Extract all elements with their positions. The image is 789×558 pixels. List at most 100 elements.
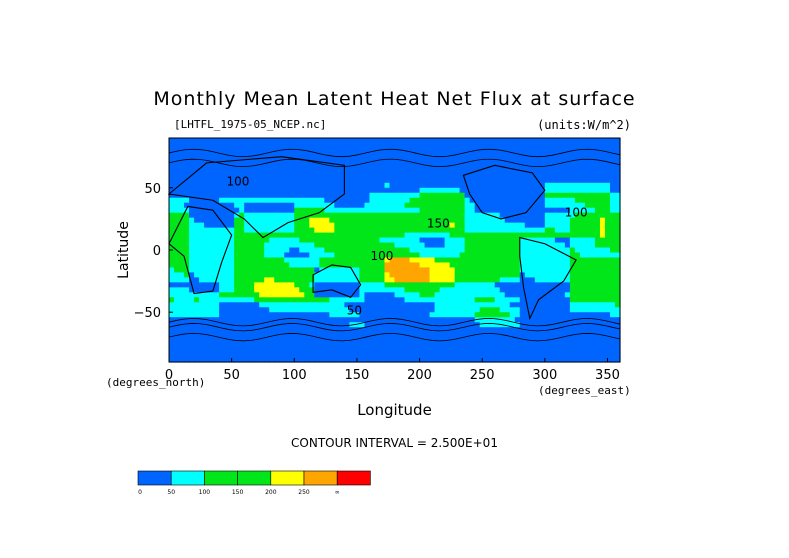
heat-cell bbox=[584, 357, 591, 363]
heat-cell bbox=[289, 162, 295, 169]
heat-cell bbox=[294, 282, 300, 288]
heat-cell bbox=[199, 332, 205, 338]
heat-cell bbox=[229, 352, 235, 358]
heat-cell bbox=[259, 138, 265, 144]
heat-cell bbox=[374, 312, 381, 318]
heat-cell bbox=[599, 172, 606, 179]
heat-cell bbox=[339, 167, 345, 174]
heat-cell bbox=[354, 172, 361, 179]
heat-cell bbox=[269, 247, 275, 254]
heat-cell bbox=[244, 192, 250, 199]
heat-cell bbox=[224, 252, 230, 259]
heat-cell bbox=[334, 242, 340, 249]
heat-cell bbox=[469, 287, 476, 293]
heat-cell bbox=[454, 282, 461, 288]
heat-cell bbox=[324, 307, 330, 313]
heat-cell bbox=[524, 287, 531, 293]
heat-cell bbox=[514, 142, 521, 149]
heat-cell bbox=[309, 217, 315, 224]
heat-cell bbox=[389, 317, 396, 323]
heat-cell bbox=[539, 217, 546, 224]
heat-cell bbox=[184, 162, 190, 169]
heat-cell bbox=[309, 167, 315, 174]
heat-cell bbox=[349, 197, 356, 204]
heat-cell bbox=[459, 327, 466, 333]
heat-cell bbox=[254, 157, 260, 164]
heat-cell bbox=[594, 187, 601, 194]
heat-cell bbox=[189, 317, 195, 323]
heat-cell bbox=[174, 347, 180, 353]
heat-cell bbox=[489, 297, 496, 303]
heat-cell bbox=[419, 162, 426, 169]
heat-cell bbox=[459, 352, 466, 358]
heat-cell bbox=[574, 162, 581, 169]
heat-cell bbox=[509, 352, 516, 358]
heat-cell bbox=[259, 322, 265, 328]
heat-cell bbox=[279, 172, 285, 179]
heat-cell bbox=[219, 138, 225, 144]
heat-cell bbox=[539, 242, 546, 249]
heat-cell bbox=[524, 237, 531, 244]
heat-cell bbox=[374, 287, 381, 293]
heat-cell bbox=[469, 138, 476, 144]
heat-cell bbox=[284, 282, 290, 288]
heat-cell bbox=[434, 282, 441, 288]
heat-cell bbox=[544, 217, 551, 224]
heat-cell bbox=[274, 337, 280, 343]
heat-cell bbox=[589, 317, 596, 323]
heat-cell bbox=[199, 162, 205, 169]
heat-cell bbox=[564, 177, 571, 184]
heat-cell bbox=[259, 222, 265, 229]
heat-cell bbox=[589, 242, 596, 249]
heat-cell bbox=[374, 232, 381, 239]
heat-cell bbox=[374, 162, 381, 169]
heat-cell bbox=[444, 352, 451, 358]
heat-cell bbox=[594, 337, 601, 343]
heat-cell bbox=[319, 277, 325, 283]
heat-cell bbox=[234, 162, 240, 169]
heat-cell bbox=[439, 197, 446, 204]
heat-cell bbox=[389, 232, 396, 239]
heat-cell bbox=[174, 147, 180, 154]
heat-cell bbox=[244, 162, 250, 169]
heat-cell bbox=[494, 202, 501, 209]
heat-cell bbox=[539, 138, 546, 144]
heat-cell bbox=[439, 222, 446, 229]
heat-cell bbox=[589, 152, 596, 159]
coastline-contour bbox=[168, 205, 233, 295]
heat-cell bbox=[219, 267, 225, 273]
heat-cell bbox=[549, 307, 556, 313]
heat-cell bbox=[179, 347, 185, 353]
heat-cell bbox=[404, 322, 411, 328]
heat-cell bbox=[279, 152, 285, 159]
heat-cell bbox=[479, 172, 486, 179]
heat-cell bbox=[299, 277, 305, 283]
heat-cell bbox=[614, 267, 621, 273]
heat-cell bbox=[494, 312, 501, 318]
heat-cell bbox=[299, 187, 305, 194]
heat-cell bbox=[374, 202, 381, 209]
heat-cell bbox=[569, 292, 576, 298]
heat-cell bbox=[419, 267, 426, 273]
heat-cell bbox=[344, 352, 350, 358]
heat-cell bbox=[259, 152, 265, 159]
heat-cell bbox=[474, 157, 481, 164]
heat-cell bbox=[174, 302, 180, 308]
heat-cell bbox=[554, 252, 561, 259]
heat-cell bbox=[304, 197, 310, 204]
heat-cell bbox=[214, 227, 220, 234]
heat-cell bbox=[464, 292, 471, 298]
heat-cell bbox=[254, 167, 260, 174]
heat-cell bbox=[269, 332, 275, 338]
heat-cell bbox=[294, 352, 300, 358]
heat-cell bbox=[569, 217, 576, 224]
heat-cell bbox=[344, 272, 350, 278]
heat-cell bbox=[399, 352, 406, 358]
heat-cell bbox=[514, 322, 521, 328]
heat-cell bbox=[549, 162, 556, 169]
heat-cell bbox=[169, 297, 175, 303]
heat-cell bbox=[339, 212, 345, 219]
heat-cell bbox=[324, 232, 330, 239]
heat-cell bbox=[384, 327, 391, 333]
heat-cell bbox=[309, 327, 315, 333]
